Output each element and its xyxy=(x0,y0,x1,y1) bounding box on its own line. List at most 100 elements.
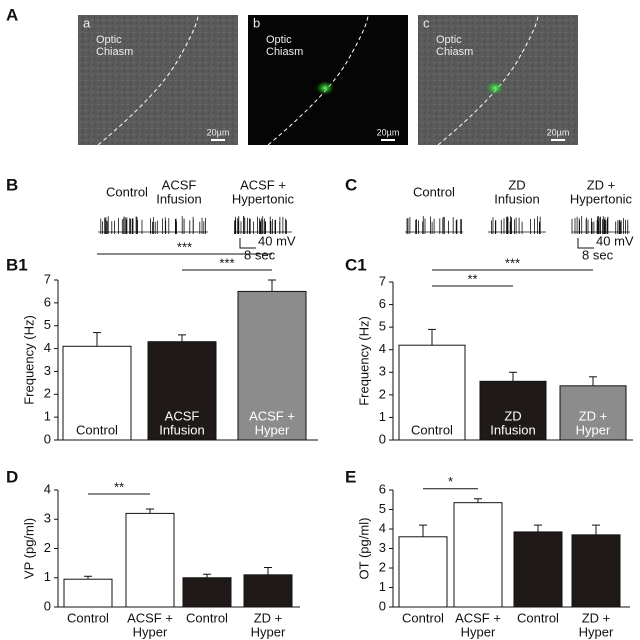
condition-label: Hypertonic xyxy=(570,191,633,206)
significance-label: ** xyxy=(114,479,124,494)
y-axis-label: Frequency (Hz) xyxy=(356,316,371,406)
scale-label: 40 mV xyxy=(596,233,634,248)
y-tick-label: 3 xyxy=(379,364,386,379)
y-tick-label: 7 xyxy=(44,271,51,286)
y-tick-label: 0 xyxy=(44,431,51,446)
bar xyxy=(125,512,175,608)
chiasm-border xyxy=(267,14,369,146)
y-tick-label: 2 xyxy=(379,386,386,401)
condition-label: ZD + xyxy=(587,177,616,192)
y-axis-label: Frequency (Hz) xyxy=(21,315,36,405)
condition-label: ACSF xyxy=(162,177,197,192)
panel-label: C xyxy=(345,175,357,194)
y-tick-label: 1 xyxy=(379,409,386,424)
scale-label: 20µm xyxy=(547,127,570,137)
significance-label: *** xyxy=(505,255,520,270)
condition-label: Control xyxy=(106,184,148,199)
image-letter: c xyxy=(423,15,430,30)
x-tick-label: Infusion xyxy=(490,422,536,437)
micrograph xyxy=(78,15,238,145)
scale-label: 20µm xyxy=(207,127,230,137)
bar xyxy=(243,574,293,608)
bar xyxy=(513,531,563,608)
significance-label: *** xyxy=(177,239,192,254)
y-tick-label: 2 xyxy=(44,386,51,401)
scale-label: 20µm xyxy=(377,127,400,137)
bar xyxy=(182,577,232,608)
y-tick-label: 0 xyxy=(379,598,386,613)
region-label: Chiasm xyxy=(436,46,473,58)
y-tick-label: 0 xyxy=(379,431,386,446)
bar xyxy=(398,536,448,608)
bar xyxy=(398,344,466,441)
condition-label: ACSF + xyxy=(240,177,286,192)
spike-trace xyxy=(488,216,546,234)
x-tick-label: Hyper xyxy=(255,422,290,437)
chiasm-border xyxy=(437,14,539,146)
image-letter: b xyxy=(253,15,260,30)
y-tick-label: 3 xyxy=(44,511,51,526)
y-tick-label: 5 xyxy=(379,501,386,516)
condition-label: ZD xyxy=(508,177,525,192)
y-tick-label: 3 xyxy=(379,540,386,555)
x-tick-label: Hyper xyxy=(576,422,611,437)
x-tick-label: ZD + xyxy=(582,610,611,625)
y-tick-label: 4 xyxy=(44,481,51,496)
region-label: Chiasm xyxy=(96,46,133,58)
spike-trace xyxy=(234,216,292,234)
scale-label: 8 sec xyxy=(582,247,614,262)
scale-bar xyxy=(577,238,594,249)
y-tick-label: 6 xyxy=(379,296,386,311)
x-tick-label: Hyper xyxy=(461,624,496,639)
spike-trace xyxy=(150,216,208,234)
spike-trace xyxy=(98,216,156,234)
scale-label: 8 sec xyxy=(244,247,276,262)
y-tick-label: 0 xyxy=(44,598,51,613)
scale-label: 40 mV xyxy=(258,233,296,248)
bar xyxy=(62,345,132,441)
bar xyxy=(559,385,627,441)
x-tick-label: Control xyxy=(76,422,118,437)
bar xyxy=(571,534,621,608)
significance-label: *** xyxy=(219,255,234,270)
y-tick-label: 3 xyxy=(44,363,51,378)
y-tick-label: 4 xyxy=(379,520,386,535)
region-label: Optic xyxy=(266,34,292,46)
y-tick-label: 2 xyxy=(44,540,51,555)
neuron xyxy=(486,81,504,95)
x-tick-label: Control xyxy=(411,422,453,437)
panel-label: E xyxy=(345,467,356,486)
panel-label: D xyxy=(6,467,18,486)
chiasm-border xyxy=(97,14,199,146)
y-tick-label: 4 xyxy=(379,341,386,356)
neuron xyxy=(316,81,334,95)
x-tick-label: ACSF + xyxy=(127,610,173,625)
condition-label: Infusion xyxy=(156,191,202,206)
x-tick-label: ZD xyxy=(504,408,521,423)
panel-label: B xyxy=(6,175,18,194)
x-tick-label: ZD + xyxy=(579,408,608,423)
panel-label: B1 xyxy=(6,255,28,274)
y-tick-label: 1 xyxy=(44,409,51,424)
bar xyxy=(147,341,217,441)
condition-label: Infusion xyxy=(494,191,540,206)
spike-trace xyxy=(571,216,630,234)
image-letter: a xyxy=(83,15,91,30)
x-tick-label: Hyper xyxy=(133,624,168,639)
panel-label: A xyxy=(6,5,18,24)
scale-bar xyxy=(239,238,256,249)
y-tick-label: 6 xyxy=(44,294,51,309)
bar xyxy=(479,380,547,441)
y-axis-label: VP (pg/ml) xyxy=(21,518,36,579)
condition-label: Control xyxy=(413,184,455,199)
x-tick-label: Control xyxy=(67,610,109,625)
x-tick-label: ACSF + xyxy=(249,408,295,423)
y-tick-label: 1 xyxy=(44,569,51,584)
region-label: Optic xyxy=(436,34,462,46)
bar xyxy=(237,290,307,441)
x-tick-label: Control xyxy=(186,610,228,625)
y-tick-label: 7 xyxy=(379,273,386,288)
x-tick-label: ACSF xyxy=(165,408,200,423)
y-tick-label: 1 xyxy=(379,579,386,594)
